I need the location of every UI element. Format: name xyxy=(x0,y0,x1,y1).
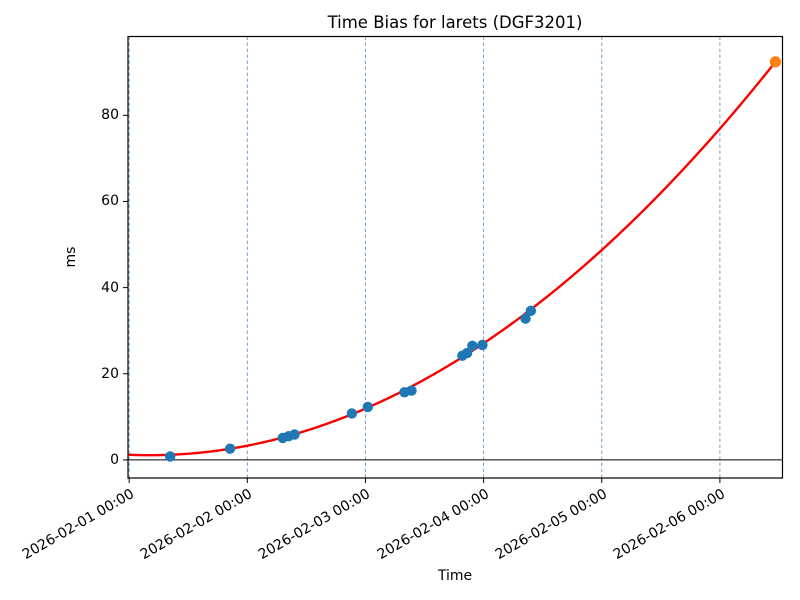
data-point xyxy=(346,408,358,419)
data-point xyxy=(461,347,473,359)
y-tick-label: 80 xyxy=(101,107,119,124)
data-point xyxy=(362,401,374,413)
data-point xyxy=(467,340,478,351)
chart-title: Time Bias for larets (DGF3201) xyxy=(327,13,583,32)
y-tick-label: 60 xyxy=(101,193,119,210)
data-point xyxy=(164,451,176,462)
data-point xyxy=(289,429,300,440)
data-point xyxy=(224,443,236,454)
y-tick-label: 40 xyxy=(101,279,119,296)
data-point xyxy=(525,305,537,317)
y-tick-label: 0 xyxy=(110,451,119,468)
predicted-point xyxy=(769,56,782,68)
data-point xyxy=(520,313,531,324)
data-point xyxy=(406,385,417,396)
y-axis-label: ms xyxy=(63,246,79,268)
data-point xyxy=(477,339,488,351)
plot-frame xyxy=(127,35,784,479)
fit-curve xyxy=(127,62,776,457)
x-axis-label: Time xyxy=(437,568,473,584)
y-tick-label: 20 xyxy=(101,365,119,382)
